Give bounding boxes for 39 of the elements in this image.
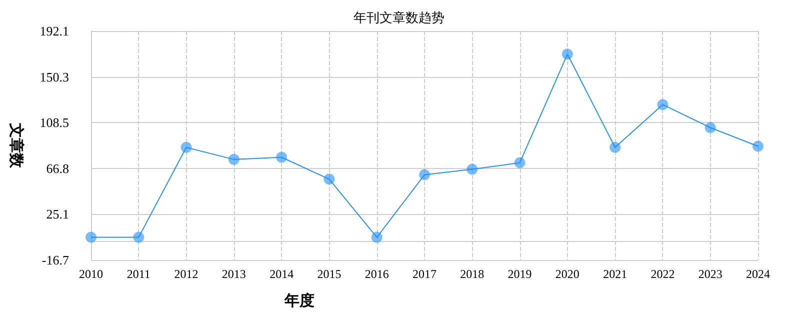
x-tick-label: 2014 — [270, 267, 294, 281]
x-axis-title: 年度 — [284, 292, 314, 310]
point — [704, 122, 716, 134]
x-tick-label: 2023 — [698, 267, 722, 281]
point — [419, 169, 430, 180]
point — [752, 140, 764, 152]
x-tick-label: 2019 — [508, 267, 532, 281]
x-tick-label: 2018 — [460, 267, 484, 281]
point — [466, 164, 478, 175]
point — [657, 99, 668, 110]
x-tick-label: 2012 — [174, 267, 198, 281]
y-tick-label: 66.8 — [46, 160, 69, 176]
y-tick-label: -16.7 — [42, 252, 70, 268]
x-tick-label: 2011 — [126, 267, 150, 281]
x-tick-label: 2016 — [364, 267, 389, 281]
y-tick-label: 108.5 — [40, 115, 69, 130]
x-tick-label: 2024 — [746, 267, 770, 281]
y-tick-label: 150.3 — [40, 69, 69, 84]
point — [610, 142, 621, 153]
point — [133, 232, 144, 243]
point — [180, 142, 192, 153]
point — [562, 48, 573, 60]
x-tick-label: 2015 — [317, 267, 342, 281]
point — [514, 157, 526, 168]
y-tick-label: 25.1 — [46, 206, 69, 222]
y-tick-label: 192.1 — [40, 24, 69, 38]
x-tick-label: 2013 — [222, 267, 246, 281]
x-tick-label: 2021 — [603, 267, 628, 281]
point — [371, 232, 382, 243]
x-tick-label: 2017 — [412, 267, 436, 281]
point — [276, 152, 288, 163]
chart-title: 年刊文章数趋势 — [354, 10, 444, 25]
x-tick-label: 2022 — [650, 267, 675, 281]
y-axis-title: 文章数 — [8, 122, 26, 169]
x-tick-label: 2020 — [555, 267, 580, 281]
x-tick-label: 2010 — [79, 267, 103, 281]
point — [228, 154, 240, 165]
point — [324, 174, 335, 185]
point — [86, 232, 96, 243]
